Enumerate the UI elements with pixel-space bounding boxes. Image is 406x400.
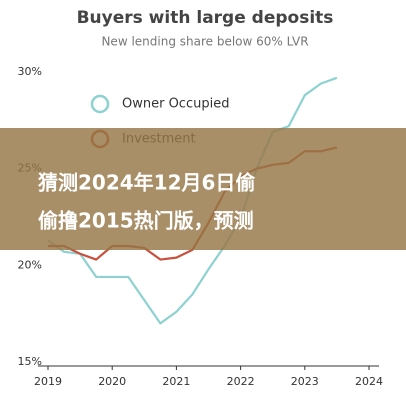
legend-marker bbox=[90, 94, 110, 114]
y-tick-label: 15% bbox=[18, 355, 42, 368]
overlay-text: 偷撸2015热门版，预测 bbox=[38, 209, 254, 233]
chart-title: Buyers with large deposits bbox=[77, 8, 334, 28]
x-tick-label: 2023 bbox=[291, 375, 319, 388]
chart-subtitle: New lending share below 60% LVR bbox=[101, 35, 308, 49]
x-tick-label: 2019 bbox=[34, 375, 62, 388]
series-line bbox=[47, 76, 338, 325]
x-tick-label: 2024 bbox=[355, 375, 383, 388]
x-tick-label: 2020 bbox=[98, 375, 126, 388]
x-tick-label: 2021 bbox=[162, 375, 190, 388]
legend-label: Owner Occupied bbox=[122, 97, 229, 112]
overlay-banner bbox=[0, 128, 406, 250]
x-tick-label: 2022 bbox=[227, 375, 255, 388]
y-tick-label: 30% bbox=[18, 65, 42, 78]
overlay-text: 猜测2024年12月6日偷 bbox=[37, 171, 255, 195]
y-tick-label: 20% bbox=[18, 258, 42, 271]
